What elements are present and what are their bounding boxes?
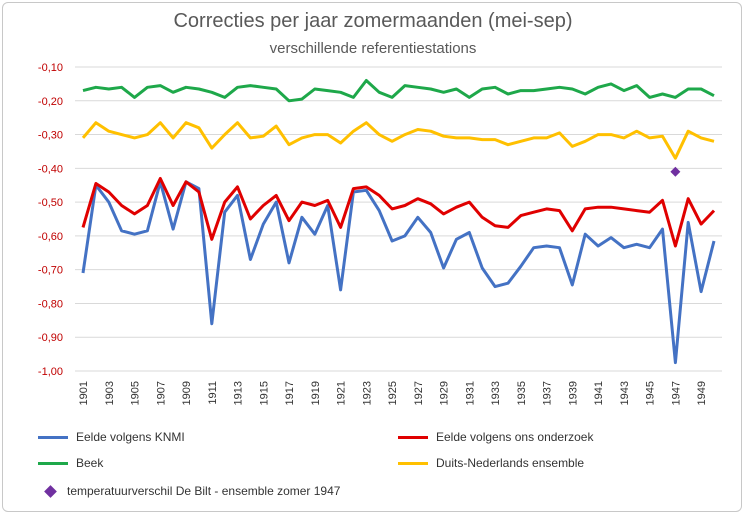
series-line-2 (82, 79, 715, 103)
x-tick-label: 1945 (645, 381, 657, 405)
x-tick-label: 1913 (233, 381, 245, 405)
x-tick-label: 1909 (181, 381, 193, 405)
chart-subtitle: verschillende referentiestations (269, 40, 477, 57)
x-tick-label: 1931 (464, 381, 476, 405)
legend-item-debilt: temperatuurverschil De Bilt - ensemble z… (44, 484, 340, 498)
legend-label-debilt: temperatuurverschil De Bilt - ensemble z… (67, 484, 341, 498)
legend-item-ensemble: Duits-Nederlands ensemble (398, 456, 584, 470)
legend-item-knmi: Eelde volgens KNMI (38, 430, 185, 444)
x-tick-label: 1925 (387, 381, 399, 405)
x-tick-label: 1949 (696, 381, 708, 405)
legend-item-onderzoek: Eelde volgens ons onderzoek (398, 430, 593, 444)
y-tick-label: -0,70 (38, 265, 63, 277)
chart-title: Correcties per jaar zomermaanden (mei-se… (173, 10, 573, 32)
legend-label-ensemble: Duits-Nederlands ensemble (436, 456, 585, 470)
x-tick-label: 1903 (104, 381, 116, 405)
series-line-1 (81, 177, 716, 248)
x-tick-label: 1907 (155, 381, 167, 405)
x-tick-label: 1943 (619, 381, 631, 405)
legend-label-beek: Beek (76, 456, 104, 470)
x-tick-label: 1923 (361, 381, 373, 405)
legend-swatch-ensemble (398, 461, 428, 465)
x-tick-label: 1933 (490, 381, 502, 405)
series-line-3 (81, 121, 715, 160)
x-tick-label: 1917 (284, 381, 296, 405)
y-tick-label: -1,00 (38, 366, 63, 378)
y-tick-label: -0,60 (38, 231, 63, 243)
legend-marker-debilt (44, 484, 57, 498)
data-point-debilt-1947 (670, 166, 681, 177)
x-tick-label: 1921 (336, 381, 348, 405)
y-tick-label: -0,50 (38, 197, 63, 209)
x-tick-label: 1937 (542, 381, 554, 405)
x-tick-label: 1919 (310, 381, 322, 405)
y-tick-label: -0,20 (38, 96, 63, 108)
x-tick-label: 1929 (439, 381, 451, 405)
legend-item-beek: Beek (38, 456, 103, 470)
y-tick-label: -0,10 (38, 62, 63, 74)
x-tick-label: 1939 (567, 381, 579, 405)
legend-swatch-onderzoek (398, 435, 428, 439)
x-tick-label: 1915 (258, 381, 270, 405)
legend-label-onderzoek: Eelde volgens ons onderzoek (436, 430, 594, 444)
x-tick-label: 1927 (413, 381, 425, 405)
x-tick-label: 1947 (670, 381, 682, 405)
x-tick-label: 1911 (207, 381, 219, 405)
legend-swatch-knmi (38, 435, 68, 439)
x-tick-label: 1905 (130, 381, 142, 405)
x-tick-label: 1901 (78, 381, 90, 405)
y-tick-label: -0,90 (38, 332, 63, 344)
x-tick-label: 1941 (593, 381, 605, 405)
x-tick-label: 1935 (516, 381, 528, 405)
legend-swatch-beek (38, 461, 68, 465)
y-tick-label: -0,80 (38, 298, 63, 310)
y-tick-label: -0,30 (38, 130, 63, 142)
y-tick-label: -0,40 (38, 163, 63, 175)
legend-label-knmi: Eelde volgens KNMI (76, 430, 185, 444)
